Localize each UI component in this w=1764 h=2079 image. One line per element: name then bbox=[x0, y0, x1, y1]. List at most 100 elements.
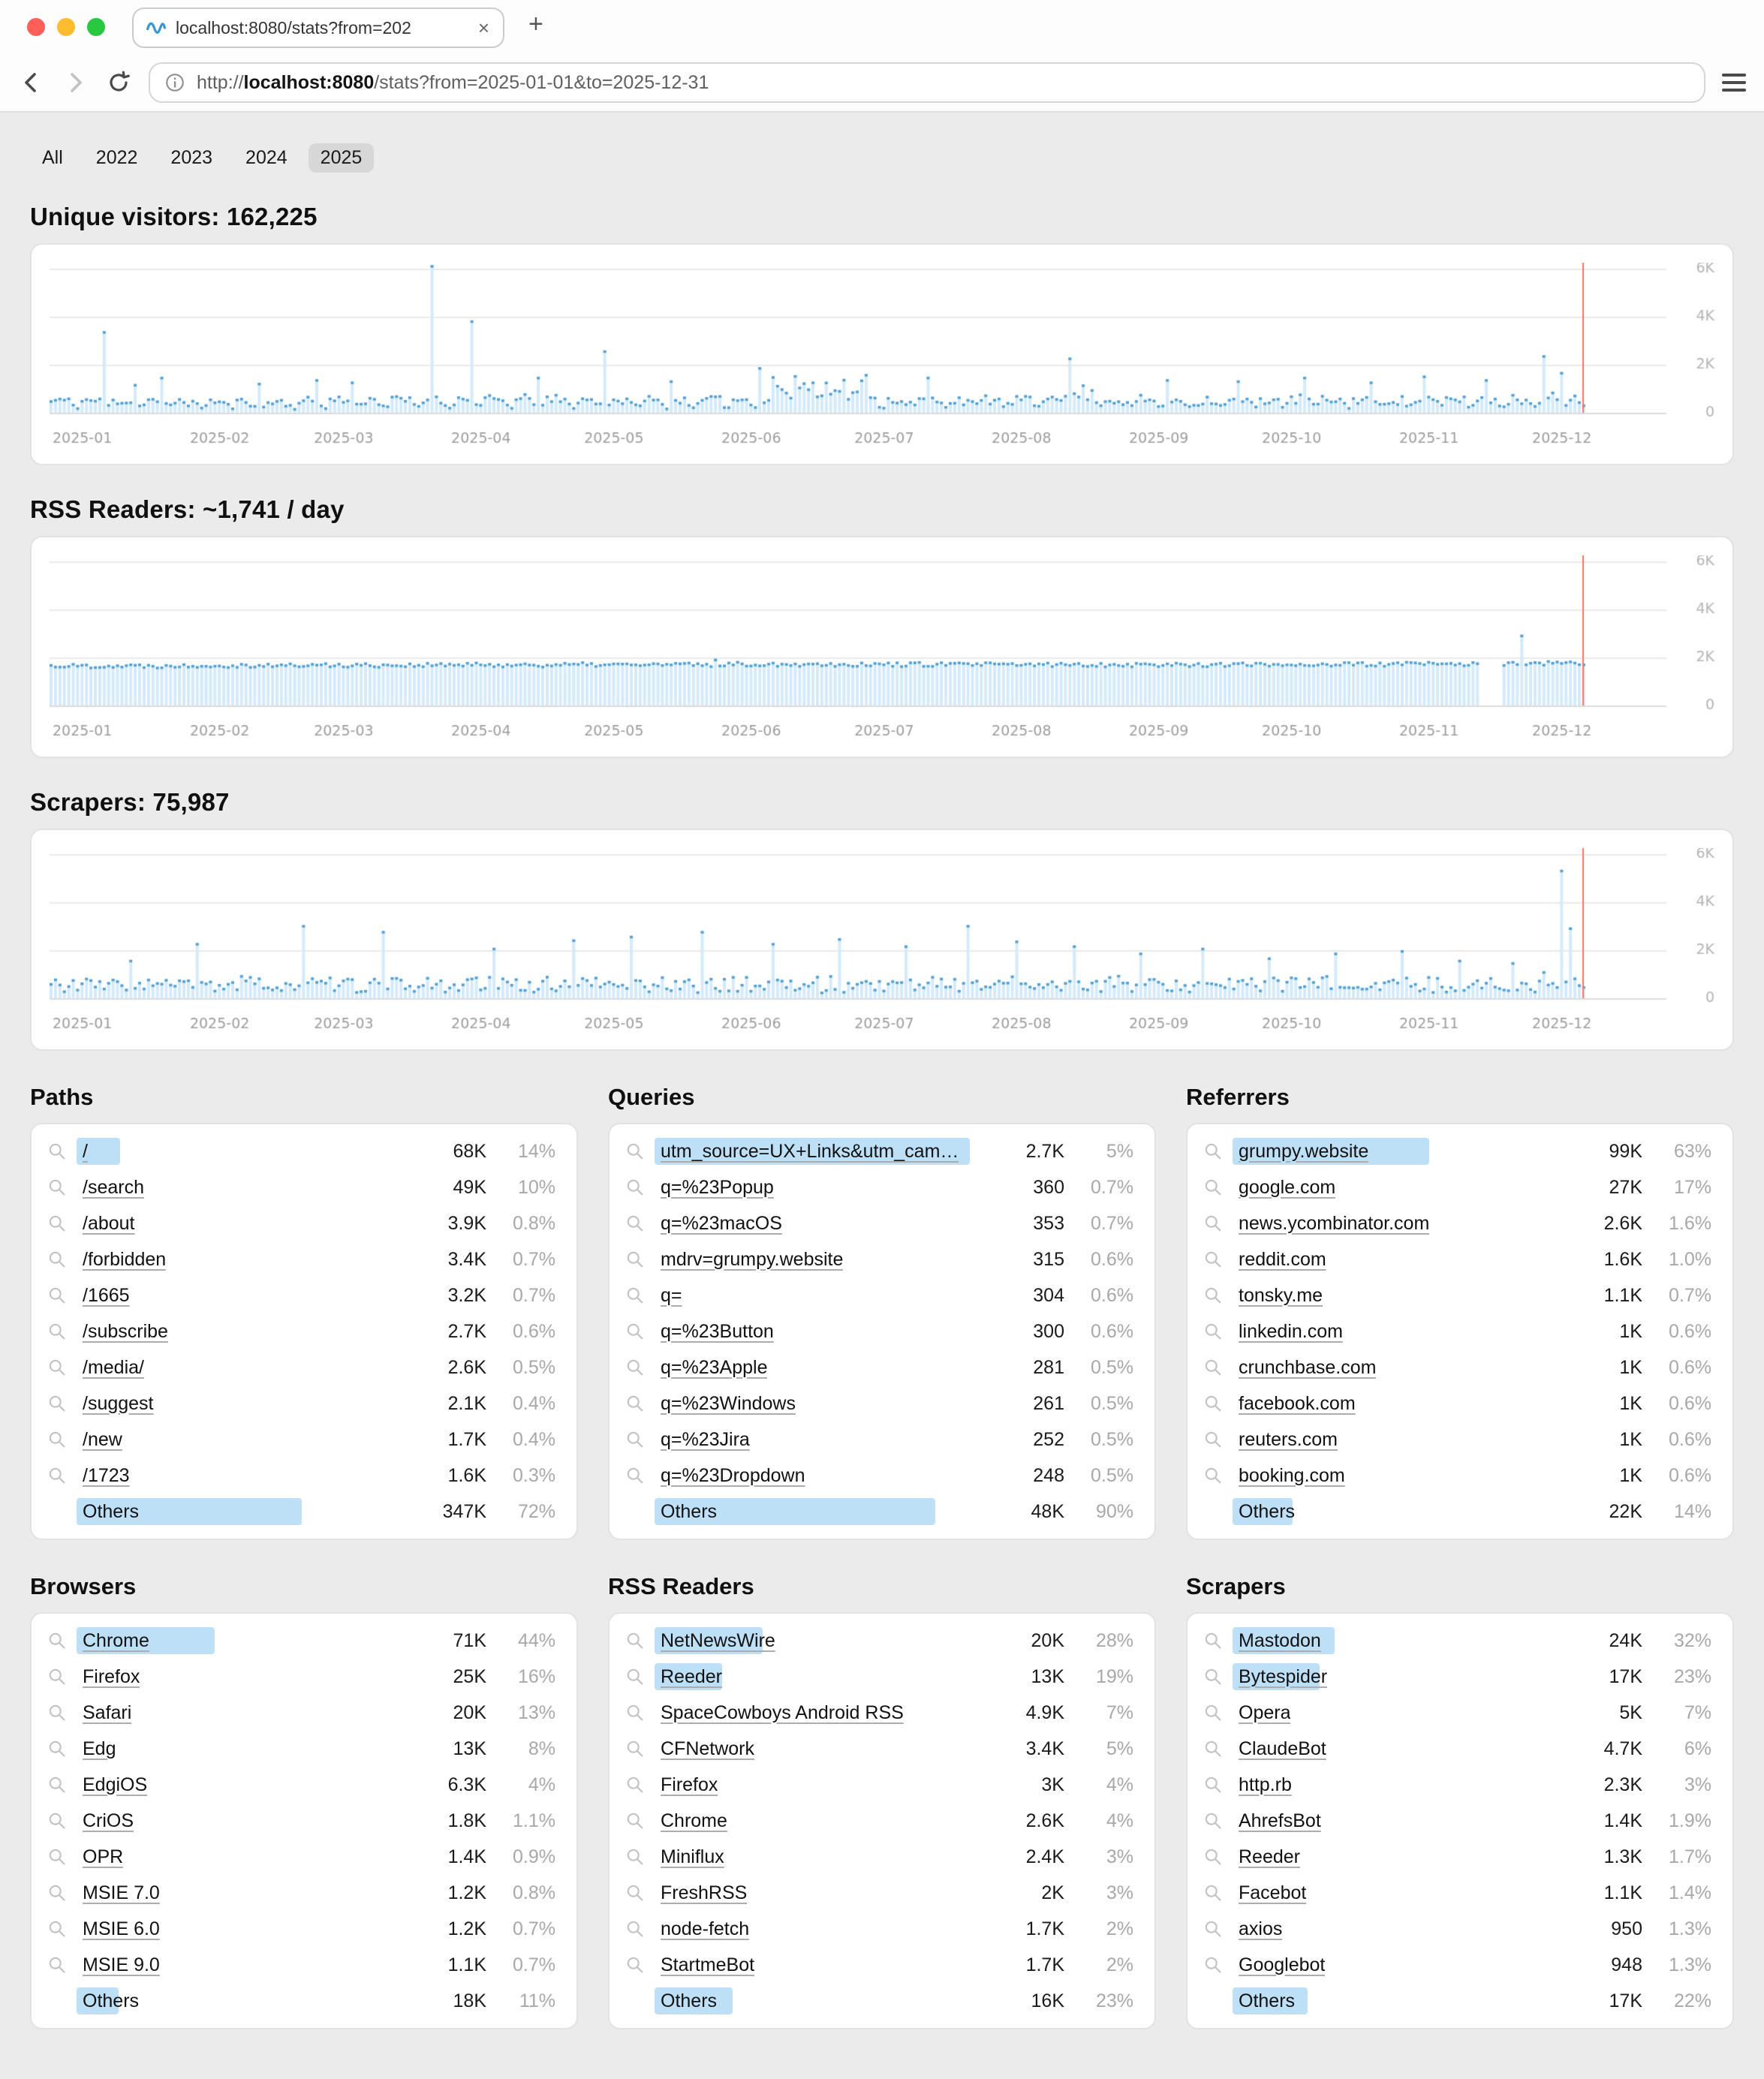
search-icon[interactable] bbox=[610, 1812, 661, 1830]
row-link[interactable]: Firefox bbox=[83, 1665, 140, 1687]
search-icon[interactable] bbox=[32, 1178, 83, 1196]
search-icon[interactable] bbox=[610, 1920, 661, 1938]
search-icon[interactable] bbox=[1188, 1668, 1239, 1686]
row-link[interactable]: /new bbox=[83, 1428, 122, 1450]
row-link[interactable]: Safari bbox=[83, 1701, 132, 1723]
minimize-window-button[interactable] bbox=[57, 18, 75, 36]
row-link[interactable]: SpaceCowboys Android RSS bbox=[661, 1701, 904, 1723]
search-icon[interactable] bbox=[32, 1467, 83, 1485]
filter-2022[interactable]: 2022 bbox=[95, 146, 138, 168]
search-icon[interactable] bbox=[610, 1358, 661, 1376]
row-link[interactable]: Bytespider bbox=[1239, 1665, 1328, 1687]
row-link[interactable]: utm_source=UX+Links&utm_cam… bbox=[661, 1140, 959, 1162]
search-icon[interactable] bbox=[1188, 1395, 1239, 1413]
tab-close-icon[interactable]: × bbox=[477, 17, 489, 39]
row-link[interactable]: Edg bbox=[83, 1738, 116, 1759]
search-icon[interactable] bbox=[32, 1776, 83, 1794]
forward-button[interactable] bbox=[62, 69, 89, 96]
search-icon[interactable] bbox=[610, 1142, 661, 1160]
row-link[interactable]: tonsky.me bbox=[1239, 1284, 1323, 1306]
row-link[interactable]: ClaudeBot bbox=[1239, 1738, 1326, 1759]
row-link[interactable]: axios bbox=[1239, 1918, 1283, 1939]
row-link[interactable]: http.rb bbox=[1239, 1774, 1292, 1795]
search-icon[interactable] bbox=[610, 1632, 661, 1650]
search-icon[interactable] bbox=[610, 1250, 661, 1268]
row-link[interactable]: /forbidden bbox=[83, 1248, 167, 1270]
row-link[interactable]: / bbox=[83, 1140, 88, 1162]
row-link[interactable]: reuters.com bbox=[1239, 1428, 1338, 1450]
filter-2023[interactable]: 2023 bbox=[170, 146, 213, 168]
row-link[interactable]: Reeder bbox=[1239, 1846, 1300, 1867]
search-icon[interactable] bbox=[1188, 1956, 1239, 1974]
search-icon[interactable] bbox=[32, 1250, 83, 1268]
search-icon[interactable] bbox=[1188, 1142, 1239, 1160]
search-icon[interactable] bbox=[610, 1704, 661, 1722]
info-icon[interactable] bbox=[165, 73, 185, 92]
search-icon[interactable] bbox=[1188, 1214, 1239, 1232]
search-icon[interactable] bbox=[32, 1884, 83, 1902]
row-link[interactable]: news.ycombinator.com bbox=[1239, 1212, 1430, 1234]
row-link[interactable]: q=%23Apple bbox=[661, 1356, 768, 1378]
search-icon[interactable] bbox=[1188, 1632, 1239, 1650]
search-icon[interactable] bbox=[1188, 1286, 1239, 1304]
search-icon[interactable] bbox=[610, 1431, 661, 1449]
row-link[interactable]: google.com bbox=[1239, 1176, 1336, 1198]
row-link[interactable]: OPR bbox=[83, 1846, 124, 1867]
search-icon[interactable] bbox=[32, 1812, 83, 1830]
search-icon[interactable] bbox=[1188, 1358, 1239, 1376]
search-icon[interactable] bbox=[32, 1848, 83, 1866]
search-icon[interactable] bbox=[1188, 1431, 1239, 1449]
row-link[interactable]: grumpy.website bbox=[1239, 1140, 1369, 1162]
zoom-window-button[interactable] bbox=[87, 18, 105, 36]
row-link[interactable]: Miniflux bbox=[661, 1846, 724, 1867]
row-link[interactable]: EdgiOS bbox=[83, 1774, 148, 1795]
new-tab-button[interactable]: + bbox=[528, 10, 543, 38]
search-icon[interactable] bbox=[32, 1358, 83, 1376]
row-link[interactable]: /about bbox=[83, 1212, 135, 1234]
row-link[interactable]: Reeder bbox=[661, 1665, 722, 1687]
row-link[interactable]: /search bbox=[83, 1176, 144, 1198]
search-icon[interactable] bbox=[610, 1322, 661, 1340]
row-link[interactable]: CriOS bbox=[83, 1810, 134, 1831]
row-link[interactable]: StartmeBot bbox=[661, 1954, 755, 1975]
row-link[interactable]: Chrome bbox=[661, 1810, 727, 1831]
browser-tab[interactable]: localhost:8080/stats?from=202 × bbox=[132, 8, 504, 48]
filter-all[interactable]: All bbox=[42, 146, 63, 168]
search-icon[interactable] bbox=[32, 1632, 83, 1650]
row-link[interactable]: q=%23Windows bbox=[661, 1392, 796, 1414]
row-link[interactable]: /suggest bbox=[83, 1392, 154, 1414]
row-link[interactable]: AhrefsBot bbox=[1239, 1810, 1321, 1831]
row-link[interactable]: MSIE 9.0 bbox=[83, 1954, 160, 1975]
search-icon[interactable] bbox=[1188, 1467, 1239, 1485]
search-icon[interactable] bbox=[32, 1395, 83, 1413]
search-icon[interactable] bbox=[610, 1214, 661, 1232]
search-icon[interactable] bbox=[32, 1142, 83, 1160]
row-link[interactable]: q=%23macOS bbox=[661, 1212, 782, 1234]
search-icon[interactable] bbox=[1188, 1322, 1239, 1340]
search-icon[interactable] bbox=[610, 1740, 661, 1758]
search-icon[interactable] bbox=[32, 1920, 83, 1938]
row-link[interactable]: Googlebot bbox=[1239, 1954, 1326, 1975]
row-link[interactable]: Chrome bbox=[83, 1629, 149, 1651]
search-icon[interactable] bbox=[610, 1467, 661, 1485]
search-icon[interactable] bbox=[1188, 1178, 1239, 1196]
row-link[interactable]: facebook.com bbox=[1239, 1392, 1356, 1414]
row-link[interactable]: mdrv=grumpy.website bbox=[661, 1248, 844, 1270]
row-link[interactable]: crunchbase.com bbox=[1239, 1356, 1377, 1378]
search-icon[interactable] bbox=[32, 1956, 83, 1974]
filter-2025[interactable]: 2025 bbox=[308, 143, 375, 173]
row-link[interactable]: q=%23Jira bbox=[661, 1428, 750, 1450]
search-icon[interactable] bbox=[32, 1431, 83, 1449]
search-icon[interactable] bbox=[32, 1668, 83, 1686]
search-icon[interactable] bbox=[32, 1740, 83, 1758]
row-link[interactable]: q= bbox=[661, 1284, 682, 1306]
search-icon[interactable] bbox=[1188, 1740, 1239, 1758]
search-icon[interactable] bbox=[1188, 1920, 1239, 1938]
close-window-button[interactable] bbox=[27, 18, 45, 36]
back-button[interactable] bbox=[18, 69, 45, 96]
search-icon[interactable] bbox=[1188, 1812, 1239, 1830]
menu-button hamburger-icon[interactable] bbox=[1722, 69, 1746, 96]
search-icon[interactable] bbox=[610, 1956, 661, 1974]
row-link[interactable]: node-fetch bbox=[661, 1918, 750, 1939]
row-link[interactable]: CFNetwork bbox=[661, 1738, 755, 1759]
